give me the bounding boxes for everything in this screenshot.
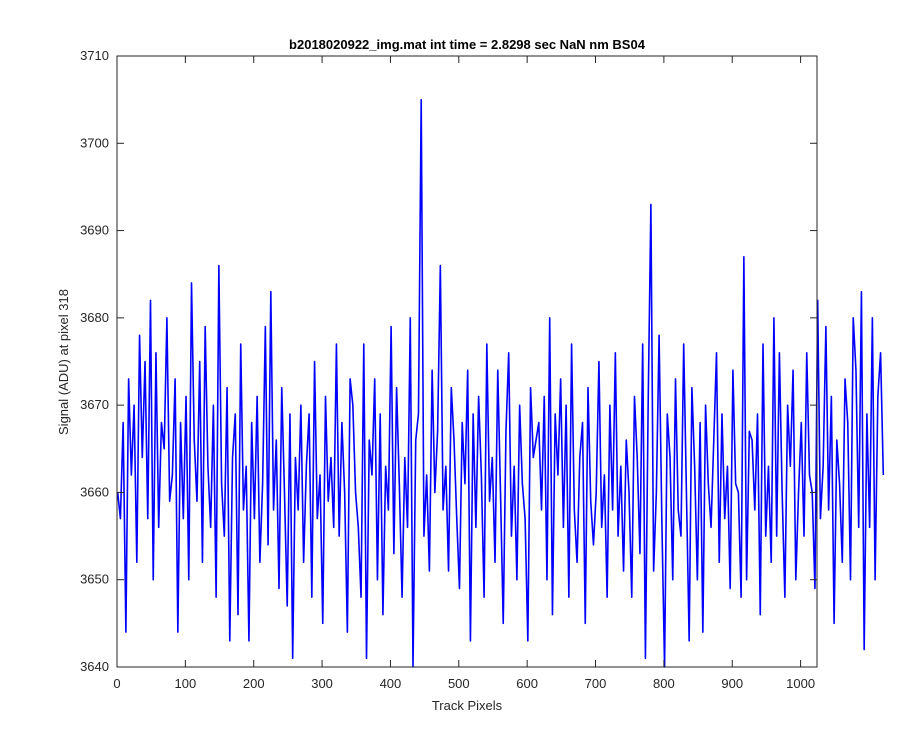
y-axis: 3640 3650 3660 3670 3680 3690 3700 3710 [80,48,817,674]
x-tick-label: 300 [311,676,333,691]
y-tick-label: 3700 [80,135,109,150]
data-layer [116,98,885,668]
x-axis-label: Track Pixels [432,698,503,713]
x-tick-label: 700 [585,676,607,691]
x-tick-label: 600 [516,676,538,691]
y-tick-label: 3670 [80,397,109,412]
y-tick-label: 3640 [80,659,109,674]
y-axis-label: Signal (ADU) at pixel 318 [56,289,71,435]
series-line [116,98,885,668]
plot-frame [116,55,818,668]
x-tick-label: 500 [448,676,470,691]
x-tick-label: 100 [175,676,197,691]
x-tick-label: 400 [380,676,402,691]
y-tick-label: 3680 [80,310,109,325]
x-axis: 0 100 200 300 400 500 600 700 800 900 1000 [113,56,815,691]
x-tick-label: 0 [113,676,120,691]
plot-background [117,56,817,667]
x-tick-label: 800 [653,676,675,691]
x-tick-label: 1000 [786,676,815,691]
x-tick-label: 200 [243,676,265,691]
y-tick-label: 3690 [80,223,109,238]
y-tick-label: 3650 [80,572,109,587]
x-tick-label: 900 [721,676,743,691]
y-tick-label: 3710 [80,48,109,63]
chart-title: b2018020922_img.mat int time = 2.8298 se… [289,37,646,52]
y-tick-label: 3660 [80,484,109,499]
